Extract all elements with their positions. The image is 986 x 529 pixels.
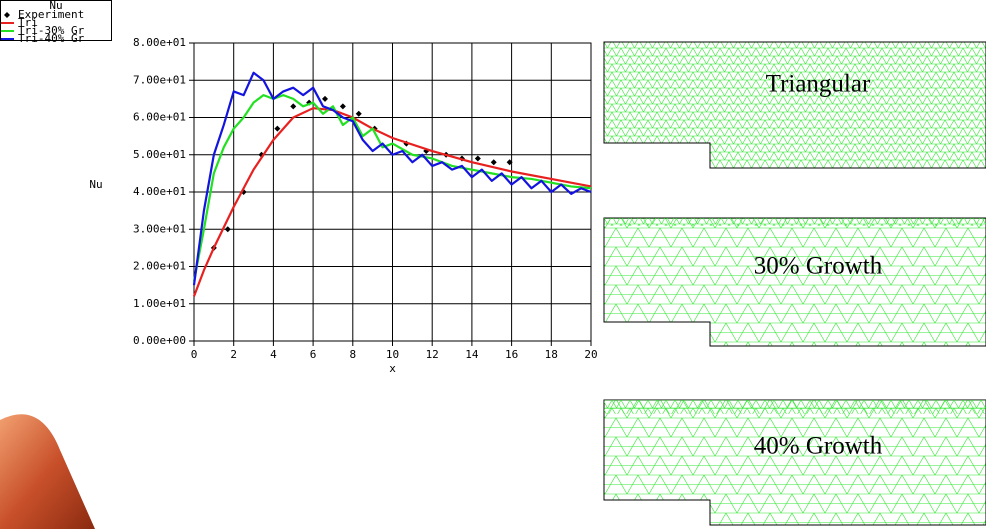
mesh-panels: Triangular 30% Growth 40% Growth	[603, 41, 986, 526]
x-tick-label: 12	[426, 348, 439, 361]
legend-label: Tri	[18, 16, 38, 29]
y-tick-label: 7.00e+01	[133, 73, 186, 86]
x-axis-label: x	[389, 362, 396, 375]
y-tick-label: 8.00e+01	[133, 36, 186, 49]
data-point	[474, 155, 481, 162]
data-point	[322, 95, 329, 102]
x-tick-label: 20	[584, 348, 597, 361]
legend-label: Tri-30% Gr	[18, 24, 85, 37]
mesh	[603, 41, 986, 169]
mesh-boundary-layer	[604, 400, 986, 414]
y-axis-label: Nu	[89, 178, 102, 191]
x-tick-label: 0	[191, 348, 198, 361]
y-tick-label: 4.00e+01	[133, 185, 186, 198]
legend-marker	[4, 12, 10, 18]
mesh-label: Triangular	[766, 71, 871, 98]
legend-label: Tri-40% Gr	[18, 32, 85, 45]
data-point	[224, 226, 231, 233]
y-tick-label: 2.00e+01	[133, 260, 186, 273]
data-point	[290, 103, 297, 110]
legend-box	[0, 0, 112, 41]
x-tick-label: 4	[270, 348, 277, 361]
data-point	[274, 125, 281, 132]
x-tick-label: 10	[386, 348, 399, 361]
data-point	[339, 103, 346, 110]
mesh-label: 40% Growth	[754, 433, 883, 460]
series-line	[192, 71, 592, 286]
data-point	[355, 110, 362, 117]
data-point	[506, 159, 513, 166]
data-point	[490, 159, 497, 166]
legend-title: Nu	[49, 0, 62, 12]
y-tick-label: 0.00e+00	[133, 334, 186, 347]
series-line	[192, 94, 592, 282]
y-tick-label: 6.00e+01	[133, 111, 186, 124]
mesh	[603, 217, 986, 347]
x-tick-label: 16	[505, 348, 518, 361]
mesh-boundary-layer	[604, 218, 986, 226]
mesh-label: 30% Growth	[754, 253, 883, 280]
y-tick-label: 5.00e+01	[133, 148, 186, 161]
x-tick-label: 18	[545, 348, 558, 361]
chart: 0 2 4 6 8 10 12 14 16 18 20 0.00e+00 1.00e+01 2.00e+0…	[0, 0, 598, 375]
y-tick-label: 3.00e+01	[133, 222, 186, 235]
mesh	[603, 399, 986, 526]
y-tick-label: 1.00e+01	[133, 297, 186, 310]
x-tick-label: 14	[465, 348, 479, 361]
x-tick-label: 6	[310, 348, 317, 361]
decoration	[0, 414, 95, 529]
legend-label: Experiment	[18, 8, 84, 21]
x-tick-label: 8	[349, 348, 356, 361]
x-tick-label: 2	[230, 348, 237, 361]
